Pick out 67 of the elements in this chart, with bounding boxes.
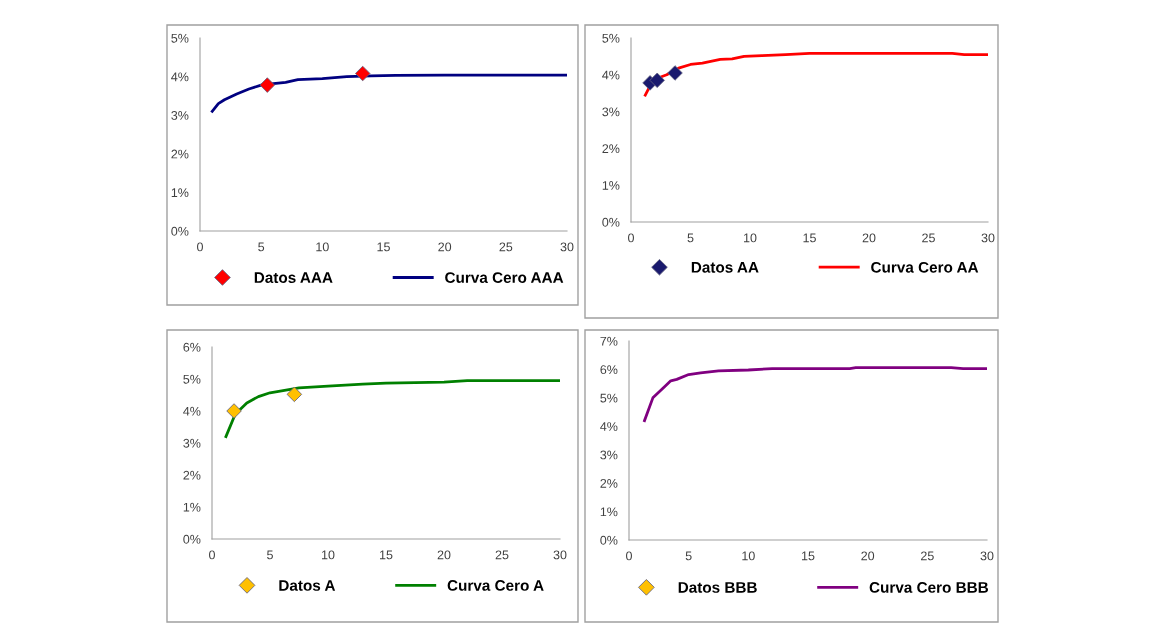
x-tick-label: 25	[499, 242, 513, 252]
line-series	[224, 379, 560, 438]
y-tick-label: 4%	[600, 422, 618, 431]
y-tick-label: 6%	[600, 365, 618, 375]
y-tick-label: 4%	[171, 72, 189, 82]
y-tick-label: 3%	[171, 111, 189, 120]
y-tick-label: 2%	[602, 144, 620, 153]
x-tick-label: 15	[802, 551, 815, 561]
x-tick-label: 5	[267, 550, 273, 560]
x-tick-label: 20	[861, 551, 875, 561]
y-tick-label: 2%	[183, 470, 201, 480]
x-tick-label: 15	[803, 233, 816, 243]
x-tick-label: 0	[209, 550, 215, 560]
x-tick-label: 20	[438, 242, 452, 252]
y-tick-label: 5%	[171, 33, 189, 43]
legend-label: Curva Cero BBB	[869, 582, 989, 593]
y-tick-label: 2%	[600, 478, 618, 488]
x-tick-label: 30	[980, 551, 994, 561]
x-tick-label: 10	[322, 550, 335, 560]
y-tick-label: 0%	[183, 534, 201, 544]
y-tick-label: 4%	[602, 70, 620, 80]
y-tick-label: 3%	[183, 438, 201, 448]
x-tick-label: 5	[687, 233, 694, 243]
x-tick-label: 15	[380, 550, 393, 560]
y-tick-label: 1%	[171, 188, 189, 197]
y-tick-label: 1%	[600, 507, 618, 517]
y-tick-label: 1%	[602, 181, 620, 190]
x-tick-label: 25	[921, 551, 934, 561]
legend-label: Datos AA	[691, 262, 759, 273]
y-tick-label: 6%	[183, 342, 201, 352]
legend-label: Curva Cero AA	[871, 261, 979, 273]
y-tick-label: 1%	[183, 502, 201, 512]
x-tick-label: 30	[560, 242, 574, 252]
x-tick-label: 20	[437, 550, 451, 560]
legend-label: Curva Cero A	[447, 580, 544, 591]
y-tick-label: 2%	[171, 149, 189, 159]
x-tick-label: 10	[744, 233, 757, 243]
legend-label: Datos A	[279, 580, 336, 591]
x-tick-label: 30	[981, 233, 995, 243]
y-tick-label: 5%	[600, 393, 618, 403]
y-tick-label: 0%	[602, 217, 620, 227]
x-tick-label: 10	[742, 551, 755, 561]
y-tick-label: 4%	[183, 406, 201, 416]
x-tick-label: 5	[258, 242, 265, 252]
x-tick-label: 15	[377, 242, 390, 252]
x-tick-label: 5	[685, 551, 692, 561]
point	[667, 65, 683, 81]
x-tick-label: 0	[197, 242, 203, 252]
x-tick-label: 20	[862, 233, 876, 243]
x-tick-label: 30	[553, 550, 567, 560]
y-tick-label: 0%	[600, 535, 618, 545]
line-series	[643, 366, 987, 422]
legend-label: Datos AAA	[254, 272, 333, 283]
y-tick-label: 3%	[600, 450, 618, 460]
x-tick-label: 25	[922, 233, 935, 243]
y-tick-label: 3%	[602, 107, 620, 117]
y-tick-label: 0%	[171, 226, 189, 236]
y-tick-label: 5%	[183, 374, 201, 384]
line-series	[643, 52, 988, 97]
legend-label: Curva Cero AAA	[445, 272, 564, 283]
x-tick-label: 0	[626, 551, 632, 561]
x-tick-label: 0	[628, 233, 634, 243]
y-tick-label: 5%	[602, 33, 620, 43]
x-tick-label: 10	[316, 242, 329, 252]
x-tick-label: 25	[495, 550, 509, 560]
legend-label: Datos BBB	[678, 582, 757, 593]
y-tick-label: 7%	[600, 336, 618, 346]
